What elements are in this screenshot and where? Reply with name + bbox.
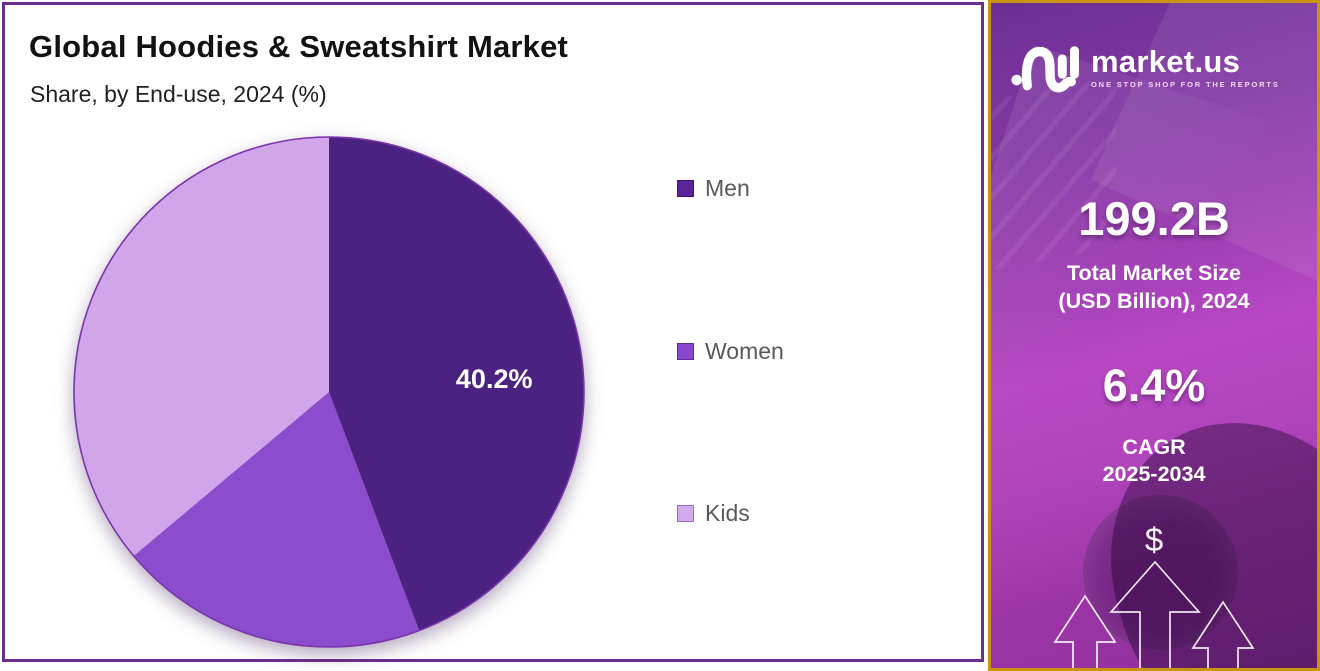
growth-arrows-icon bbox=[1053, 560, 1255, 668]
legend-label-women: Women bbox=[705, 338, 784, 364]
legend-swatch-women-icon bbox=[677, 342, 694, 360]
marketus-logo-icon bbox=[1011, 46, 1079, 93]
chart-title: Global Hoodies & Sweatshirt Market bbox=[29, 29, 569, 64]
legend-label-kids: Kids bbox=[705, 500, 750, 526]
logo: market.us ONE STOP SHOP FOR THE REPORTS bbox=[1011, 37, 1280, 97]
legend-item-men: Men bbox=[677, 176, 750, 200]
chart-subtitle: Share, by End-use, 2024 (%) bbox=[30, 81, 327, 107]
legend-item-kids: Kids bbox=[677, 501, 750, 525]
legend-swatch-men-icon bbox=[677, 179, 694, 197]
stat-cagr-value: 6.4% bbox=[1102, 360, 1206, 411]
pie-slice-men bbox=[329, 137, 584, 631]
pie-value-label: 40.2% bbox=[456, 364, 533, 394]
legend-label-men: Men bbox=[705, 175, 750, 201]
legend-item-women: Women bbox=[677, 339, 784, 363]
pie-slice-women bbox=[133, 392, 420, 647]
sidebar-banner: market.us ONE STOP SHOP FOR THE REPORTS … bbox=[988, 0, 1320, 671]
stat-market-size-value: 199.2B bbox=[1078, 192, 1230, 245]
pie-slice-kids bbox=[74, 137, 330, 556]
chart-panel: Global Hoodies & Sweatshirt Market Share… bbox=[2, 2, 984, 662]
logo-tagline: ONE STOP SHOP FOR THE REPORTS bbox=[1091, 80, 1280, 89]
logo-text: market.us bbox=[1091, 44, 1241, 79]
stat-cagr-caption: CAGR bbox=[1122, 435, 1186, 459]
stat-market-size-caption: (USD Billion), 2024 bbox=[1058, 289, 1250, 313]
stat-market-size-caption: Total Market Size bbox=[1066, 261, 1242, 285]
dollar-sign: $ bbox=[1144, 521, 1164, 558]
stat-cagr-caption: 2025-2034 bbox=[1102, 462, 1206, 486]
pie-chart: 40.2% bbox=[73, 136, 585, 648]
legend-swatch-kids-icon bbox=[677, 504, 694, 522]
pie-outline bbox=[73, 136, 585, 648]
